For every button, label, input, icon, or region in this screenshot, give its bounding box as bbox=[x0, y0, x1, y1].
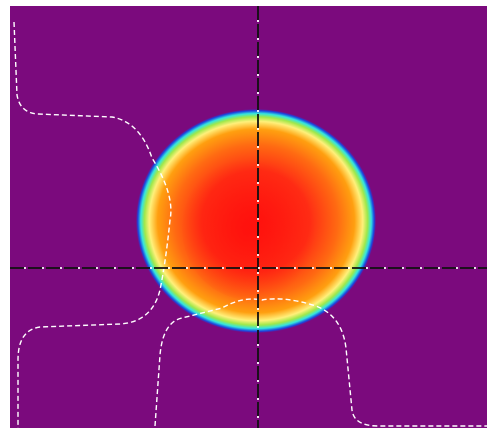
beam-spot-hotspot bbox=[182, 156, 318, 300]
vertical-profile-trace bbox=[154, 298, 487, 427]
crosshair-icon bbox=[10, 6, 487, 428]
horizontal-profile-trace bbox=[13, 21, 172, 428]
